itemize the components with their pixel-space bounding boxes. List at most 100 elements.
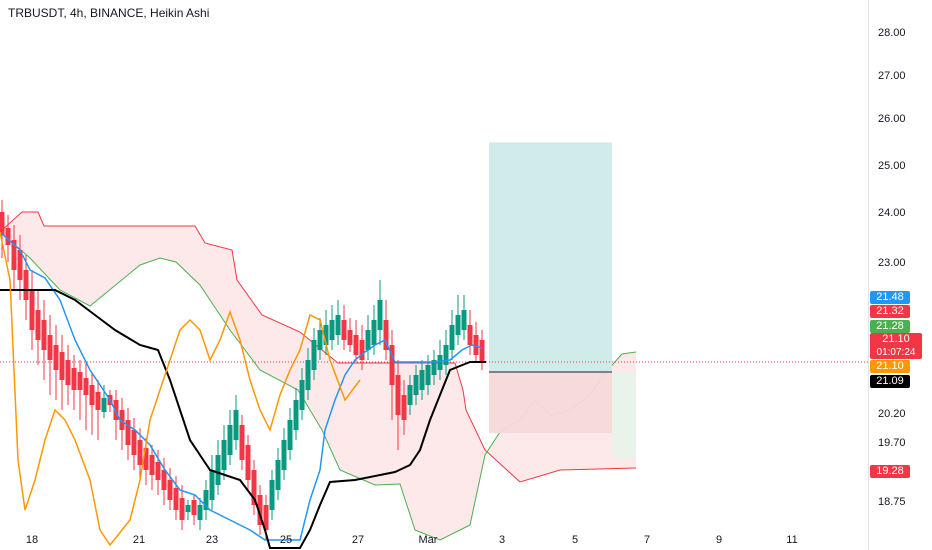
senkou-span-b	[0, 211, 637, 483]
candle-body	[155, 462, 161, 480]
candle-body	[101, 398, 107, 412]
candle-body	[245, 445, 251, 480]
x-tick-label: 18	[26, 534, 38, 546]
candle-body	[119, 410, 125, 430]
candle-body	[287, 420, 293, 450]
price-label-value: 21.09	[876, 375, 904, 387]
candle-body	[137, 440, 143, 465]
ichimoku-cloud	[0, 212, 636, 540]
x-tick-label: 3	[499, 534, 505, 546]
candle-body	[167, 480, 173, 500]
candle-body	[95, 392, 101, 410]
candle-body	[0, 212, 5, 235]
candle-body	[359, 340, 365, 360]
y-tick-label: 27.00	[878, 70, 906, 82]
candle-body	[215, 455, 221, 485]
candle-body	[473, 335, 479, 355]
x-tick-label: 9	[716, 534, 722, 546]
candle-body	[431, 360, 437, 375]
candle-body	[395, 375, 401, 415]
candle-body	[305, 360, 311, 390]
candle-body	[293, 400, 299, 430]
candle-body	[419, 370, 425, 390]
price-label-value: 21.32	[876, 305, 904, 317]
candle-body	[353, 335, 359, 355]
candle-body	[479, 340, 485, 362]
y-tick-label: 26.00	[878, 113, 906, 125]
candle-body	[221, 440, 227, 470]
candle-body	[41, 320, 47, 350]
y-tick-label: 25.00	[878, 160, 906, 172]
candle-body	[47, 335, 53, 360]
candle-body	[35, 310, 41, 340]
candle-body	[467, 325, 473, 345]
x-tick-label: Mar	[419, 534, 438, 546]
candle-body	[77, 372, 83, 390]
candle-body	[317, 330, 323, 350]
candle-body	[257, 495, 263, 525]
candle-body	[413, 375, 419, 395]
candle-body	[425, 365, 431, 385]
x-tick-label: 25	[280, 534, 292, 546]
x-tick-label: 23	[206, 534, 218, 546]
candle-body	[65, 360, 71, 385]
candle-body	[227, 425, 233, 455]
candle-body	[131, 430, 137, 455]
price-label-badge: 21.48	[870, 291, 910, 304]
price-axis-separator	[868, 0, 869, 550]
candle-body	[263, 505, 269, 530]
position-loss-zone	[489, 372, 612, 433]
candle-body	[377, 300, 383, 330]
x-tick-label: 11	[786, 534, 797, 546]
tenkan-sen-line	[0, 231, 483, 541]
candle-body	[89, 385, 95, 405]
chart-title: TRBUSDT, 4h, BINANCE, Heikin Ashi	[8, 6, 210, 20]
candle-body	[113, 400, 119, 420]
y-tick-label: 24.00	[878, 207, 906, 219]
candle-body	[449, 325, 455, 350]
candle-body	[383, 320, 389, 350]
price-label-badge: 21.32	[870, 305, 910, 318]
x-tick-label: 7	[644, 534, 650, 546]
candle-body	[365, 330, 371, 350]
price-label-badge: 21.28	[870, 320, 910, 333]
candle-body	[143, 448, 149, 470]
y-tick-label: 20.20	[878, 408, 906, 420]
candle-body	[275, 460, 281, 490]
candle-body	[125, 420, 131, 445]
kijun-sen-line	[0, 289, 486, 549]
position-tail	[612, 372, 636, 458]
candle-body	[269, 480, 275, 510]
x-tick-label: 5	[572, 534, 578, 546]
candle-body	[281, 440, 287, 470]
candle-body	[149, 455, 155, 475]
candle-body	[323, 325, 329, 345]
candle-body	[173, 488, 179, 510]
x-tick-label: 27	[352, 534, 364, 546]
candle-body	[197, 505, 203, 520]
price-label-value: 19.28	[876, 465, 904, 477]
candle-body	[443, 345, 449, 365]
price-label-value: 21.10	[882, 333, 910, 345]
y-tick-label: 28.00	[878, 27, 906, 39]
candle-body	[179, 498, 185, 520]
candle-body	[191, 500, 197, 515]
candle-body	[461, 310, 467, 330]
chikou-span-line	[0, 231, 361, 547]
price-label-value: 21.48	[876, 291, 904, 303]
candle-body	[389, 345, 395, 385]
candle-body	[59, 352, 65, 380]
candle-body	[311, 340, 317, 370]
candle-body	[83, 378, 89, 395]
candle-body	[401, 395, 407, 420]
y-tick-label: 23.00	[878, 257, 906, 269]
candle-body	[17, 250, 23, 280]
candle-body	[29, 290, 35, 330]
candle-body	[11, 240, 17, 270]
candle-body	[329, 320, 335, 340]
price-label-value: 21.10	[876, 360, 904, 372]
candle-body	[161, 470, 167, 490]
price-label-badge: 19.28	[870, 465, 910, 478]
